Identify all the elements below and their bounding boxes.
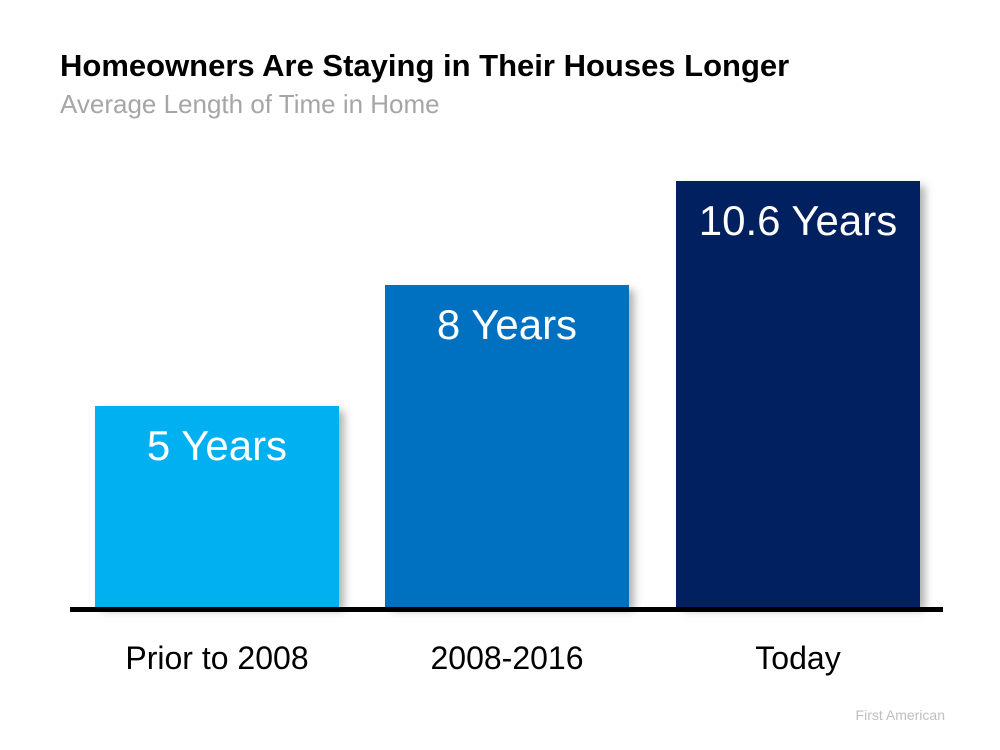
bar-today: 10.6 Years bbox=[676, 181, 920, 607]
x-tick-label-2008-2016: 2008-2016 bbox=[430, 640, 584, 676]
bar-value-label: 8 Years bbox=[436, 301, 578, 348]
chart-title: Homeowners Are Staying in Their Houses L… bbox=[60, 48, 790, 83]
chart-subtitle: Average Length of Time in Home bbox=[60, 89, 440, 119]
bar-prior-to-2008: 5 Years bbox=[95, 406, 339, 607]
bar-2008-2016: 8 Years bbox=[385, 285, 629, 607]
x-tick-label-prior-to-2008: Prior to 2008 bbox=[125, 640, 309, 676]
x-tick-label-today: Today bbox=[755, 640, 841, 676]
bar-value-label: 10.6 Years bbox=[698, 197, 898, 244]
x-axis-line bbox=[70, 607, 943, 612]
bar-value-label: 5 Years bbox=[146, 422, 288, 469]
source-attribution: First American bbox=[855, 707, 945, 723]
